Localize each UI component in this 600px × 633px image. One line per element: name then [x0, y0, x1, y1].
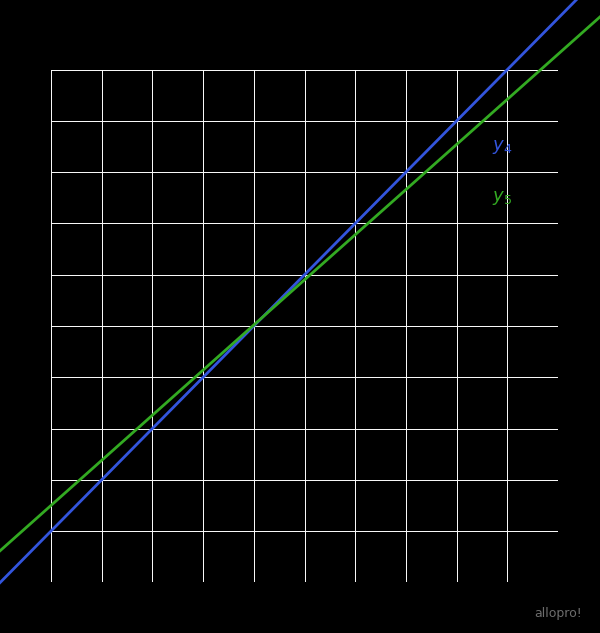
Text: $y_5$: $y_5$: [492, 189, 512, 207]
Text: allopro!: allopro!: [534, 607, 582, 620]
Text: $y_4$: $y_4$: [492, 137, 512, 156]
